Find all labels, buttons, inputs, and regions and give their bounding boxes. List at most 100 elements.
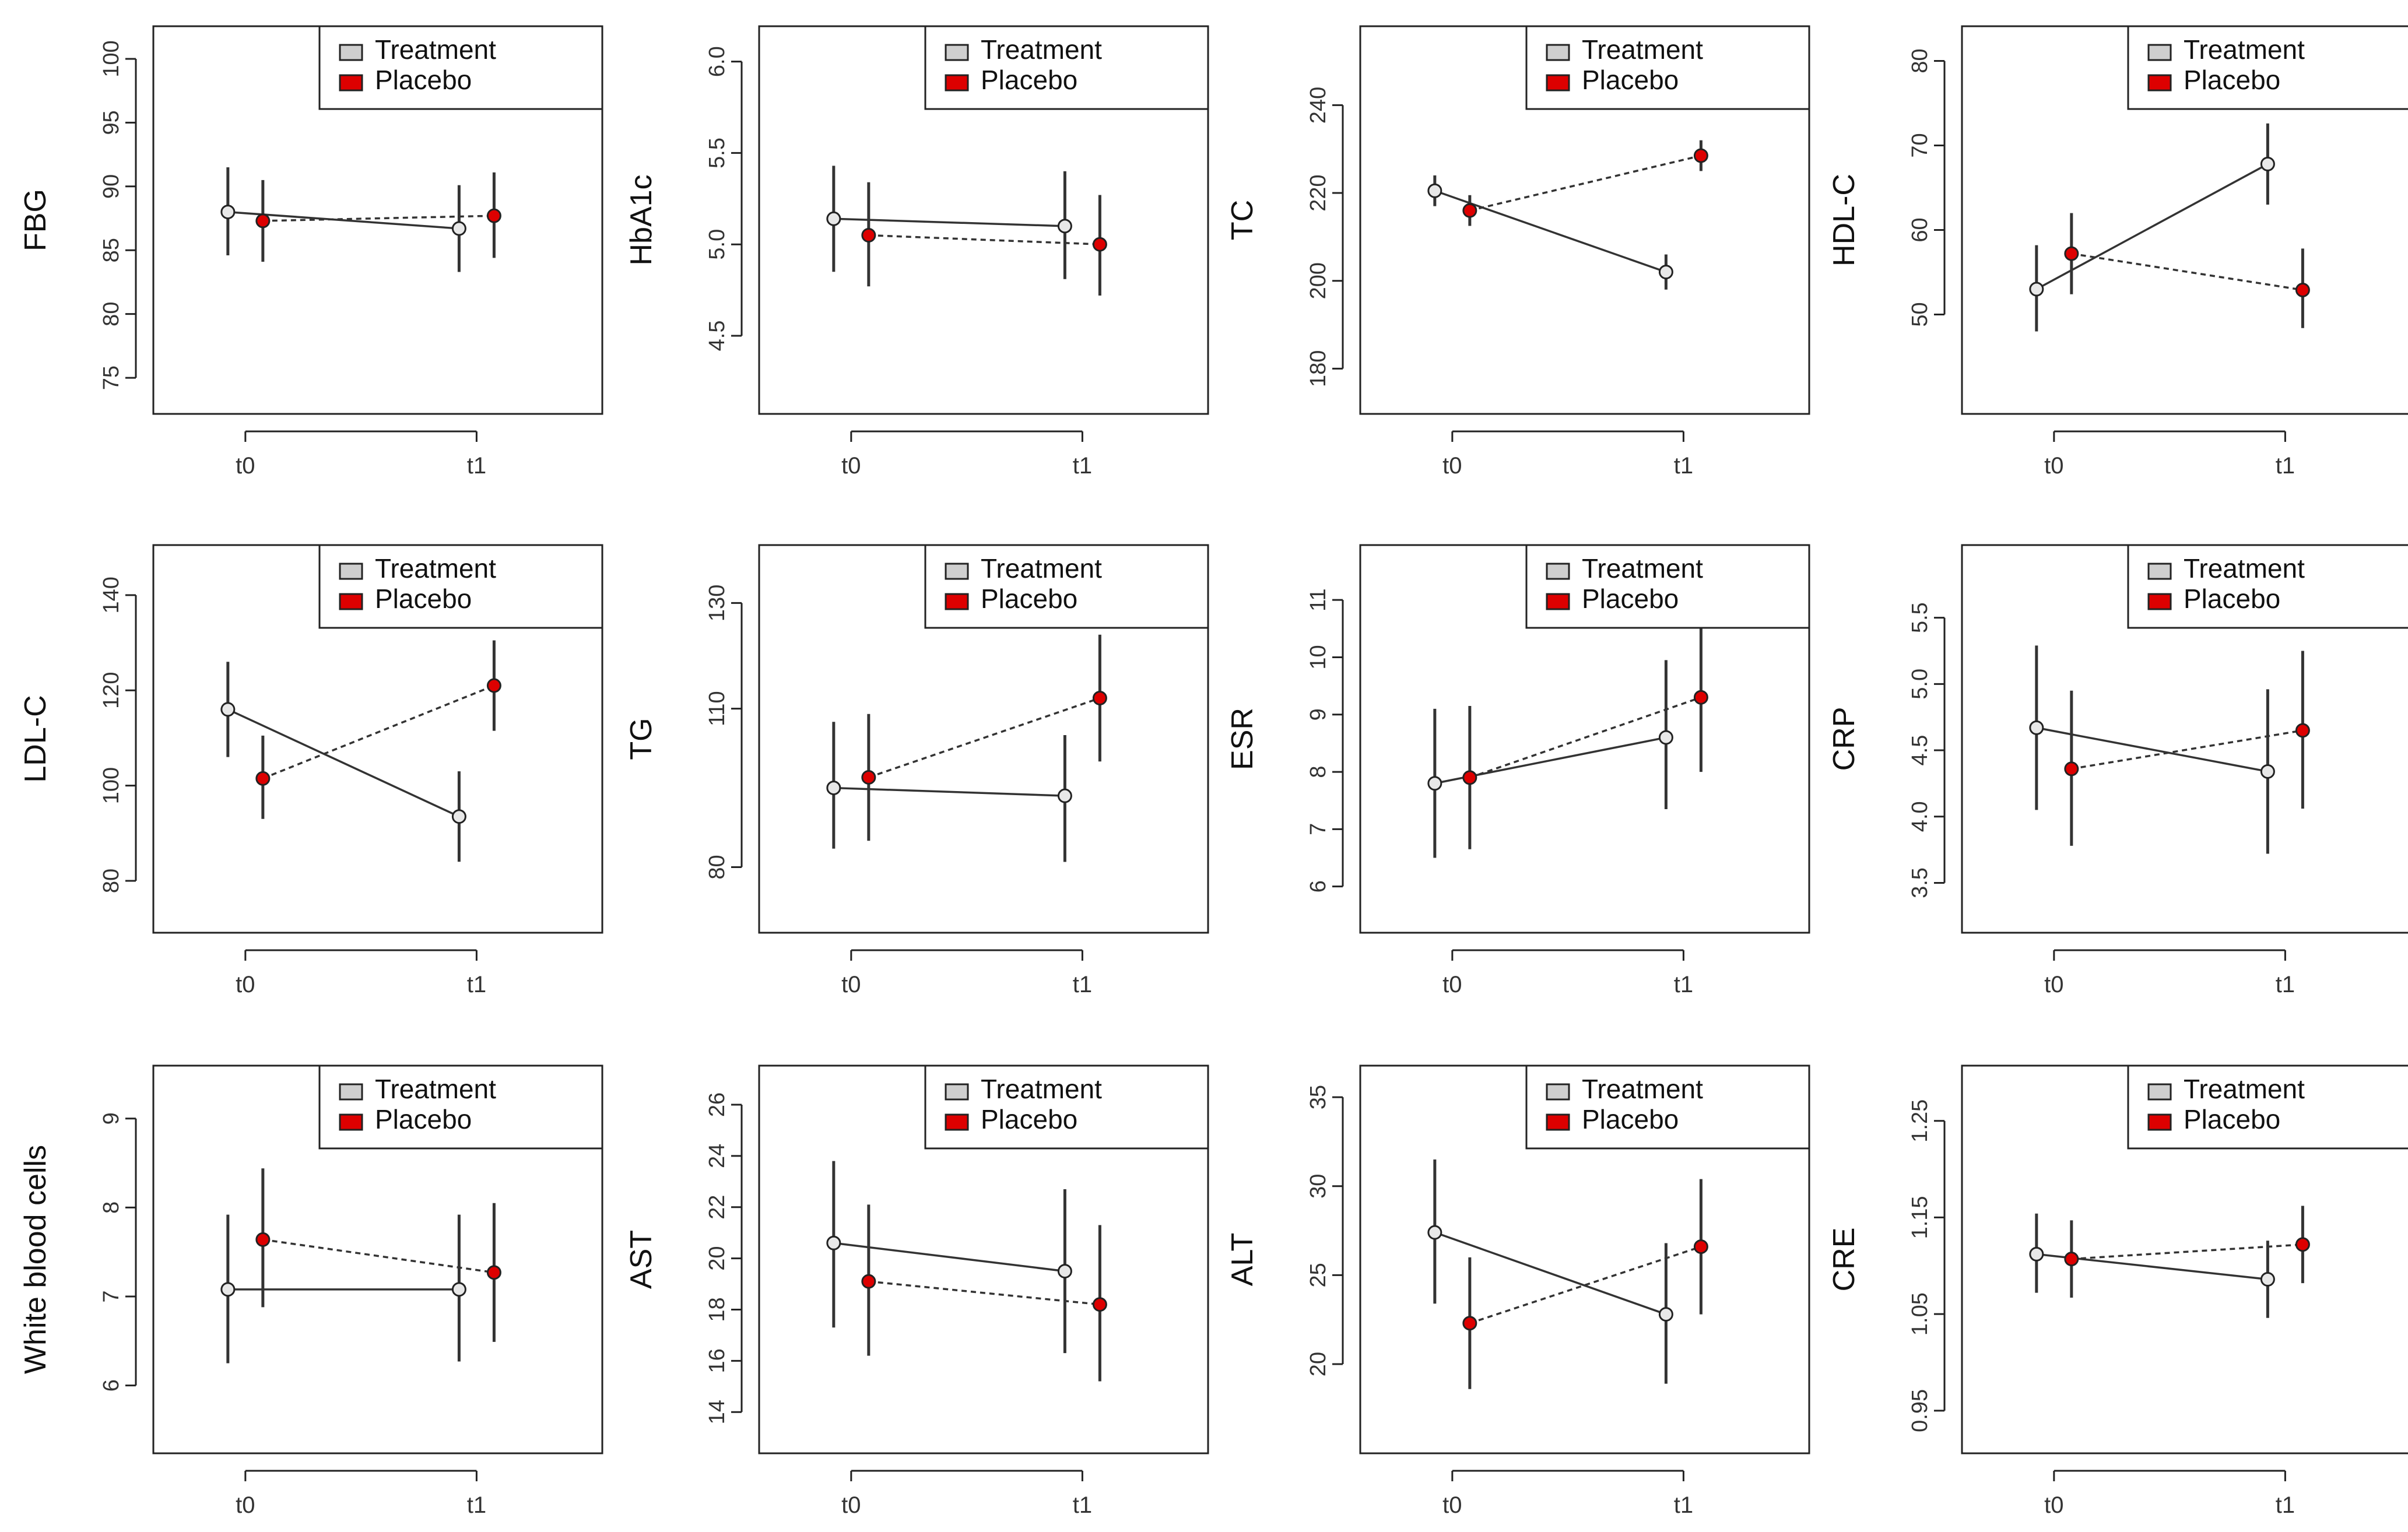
legend-placebo-swatch	[1546, 74, 1570, 92]
x-tick-label: t0	[236, 1492, 255, 1518]
placebo-point	[861, 228, 876, 243]
placebo-point	[486, 678, 501, 693]
legend-box	[2127, 1064, 2408, 1150]
y-tick-label: 1.15	[1908, 1196, 1932, 1239]
legend-treatment-swatch	[339, 1083, 363, 1101]
legend-box	[1525, 25, 1810, 110]
y-tick-label: 25	[1306, 1263, 1331, 1287]
y-tick-label: 80	[1908, 48, 1932, 73]
y-tick-label: 14	[705, 1400, 729, 1424]
placebo-point	[255, 771, 271, 786]
legend-treatment-swatch	[945, 44, 969, 61]
y-tick-label: 200	[1306, 262, 1331, 299]
treatment-line	[833, 217, 1065, 227]
panel-white-blood-cells: 6 7 8 9 White blood cells t0 t1 TreatmentPlaceb…	[19, 1064, 603, 1518]
y-axis-title: LDL-C	[19, 695, 52, 782]
placebo-point	[1693, 690, 1708, 705]
x-tick-label: t0	[1442, 972, 1462, 997]
y-tick-label: 6	[99, 1379, 124, 1392]
placebo-point	[2295, 1237, 2310, 1252]
legend-placebo-swatch	[945, 593, 969, 610]
placebo-line	[1469, 1245, 1701, 1324]
placebo-point	[1092, 1297, 1107, 1312]
legend-treatment-swatch	[1546, 1083, 1570, 1101]
y-axis-title: ALT	[1226, 1233, 1259, 1287]
legend-placebo-label: Placebo	[375, 584, 472, 614]
treatment-point	[1057, 788, 1072, 803]
legend-placebo-label: Placebo	[1582, 584, 1679, 614]
y-tick-label: 4.0	[1908, 801, 1932, 832]
x-tick-label: t1	[2276, 1492, 2295, 1518]
legend-placebo-swatch	[2147, 593, 2172, 610]
treatment-point	[451, 809, 466, 824]
x-tick-label: t0	[841, 1492, 861, 1518]
legend-placebo-label: Placebo	[2184, 584, 2280, 614]
y-tick-label: 110	[705, 691, 729, 726]
treatment-point	[451, 221, 466, 236]
y-tick-label: 20	[1306, 1352, 1331, 1376]
y-axis-title: CRE	[1827, 1228, 1861, 1292]
legend-placebo-label: Placebo	[981, 65, 1077, 95]
legend-box	[924, 1064, 1209, 1150]
treatment-line	[833, 1242, 1065, 1273]
y-tick-label: 4.5	[705, 321, 729, 352]
y-axis-title: TC	[1226, 200, 1259, 240]
y-tick-label: 140	[99, 577, 124, 613]
y-tick-label: 120	[99, 672, 124, 709]
placebo-point	[2064, 761, 2079, 776]
x-tick-label: t1	[467, 453, 486, 479]
y-tick-label: 16	[705, 1348, 729, 1373]
legend-box	[318, 1064, 603, 1150]
treatment-point	[826, 1235, 841, 1250]
y-tick-label: 95	[99, 110, 124, 135]
legend-treatment-swatch	[945, 1083, 969, 1101]
y-axis-title: AST	[624, 1230, 658, 1289]
legend-placebo-label: Placebo	[1582, 65, 1679, 95]
x-tick-label: t1	[467, 1492, 486, 1518]
y-tick-label: 9	[99, 1112, 124, 1125]
legend-treatment-label: Treatment	[2184, 553, 2305, 584]
x-tick-label: t1	[1674, 972, 1693, 997]
treatment-line	[227, 708, 460, 818]
treatment-point	[1658, 265, 1673, 280]
legend-treatment-swatch	[339, 563, 363, 580]
placebo-point	[1693, 148, 1708, 163]
x-tick-label: t0	[2044, 453, 2063, 479]
x-tick-label: t1	[1073, 1492, 1092, 1518]
x-tick-label: t0	[2044, 1492, 2063, 1518]
x-tick-label: t0	[236, 972, 255, 997]
legend-placebo-swatch	[945, 1113, 969, 1131]
y-tick-label: 80	[99, 869, 124, 893]
placebo-point	[2064, 246, 2079, 261]
y-axis-title: HDL-C	[1827, 174, 1861, 266]
placebo-point	[2064, 1252, 2079, 1267]
y-tick-label: 4.5	[1908, 735, 1932, 766]
treatment-point	[1427, 183, 1442, 198]
legend-placebo-swatch	[945, 74, 969, 92]
placebo-point	[1462, 1316, 1477, 1331]
legend-treatment-label: Treatment	[981, 34, 1102, 65]
treatment-point	[1658, 1307, 1673, 1322]
treatment-point	[2260, 764, 2275, 779]
legend-treatment-label: Treatment	[1582, 1074, 1703, 1104]
x-tick-label: t0	[841, 453, 861, 479]
y-axis-title: White blood cells	[19, 1145, 52, 1374]
y-tick-label: 5.0	[1908, 669, 1932, 700]
treatment-point	[2029, 1246, 2044, 1262]
legend-box	[924, 25, 1209, 110]
placebo-point	[1693, 1239, 1708, 1255]
legend-treatment-swatch	[945, 563, 969, 580]
